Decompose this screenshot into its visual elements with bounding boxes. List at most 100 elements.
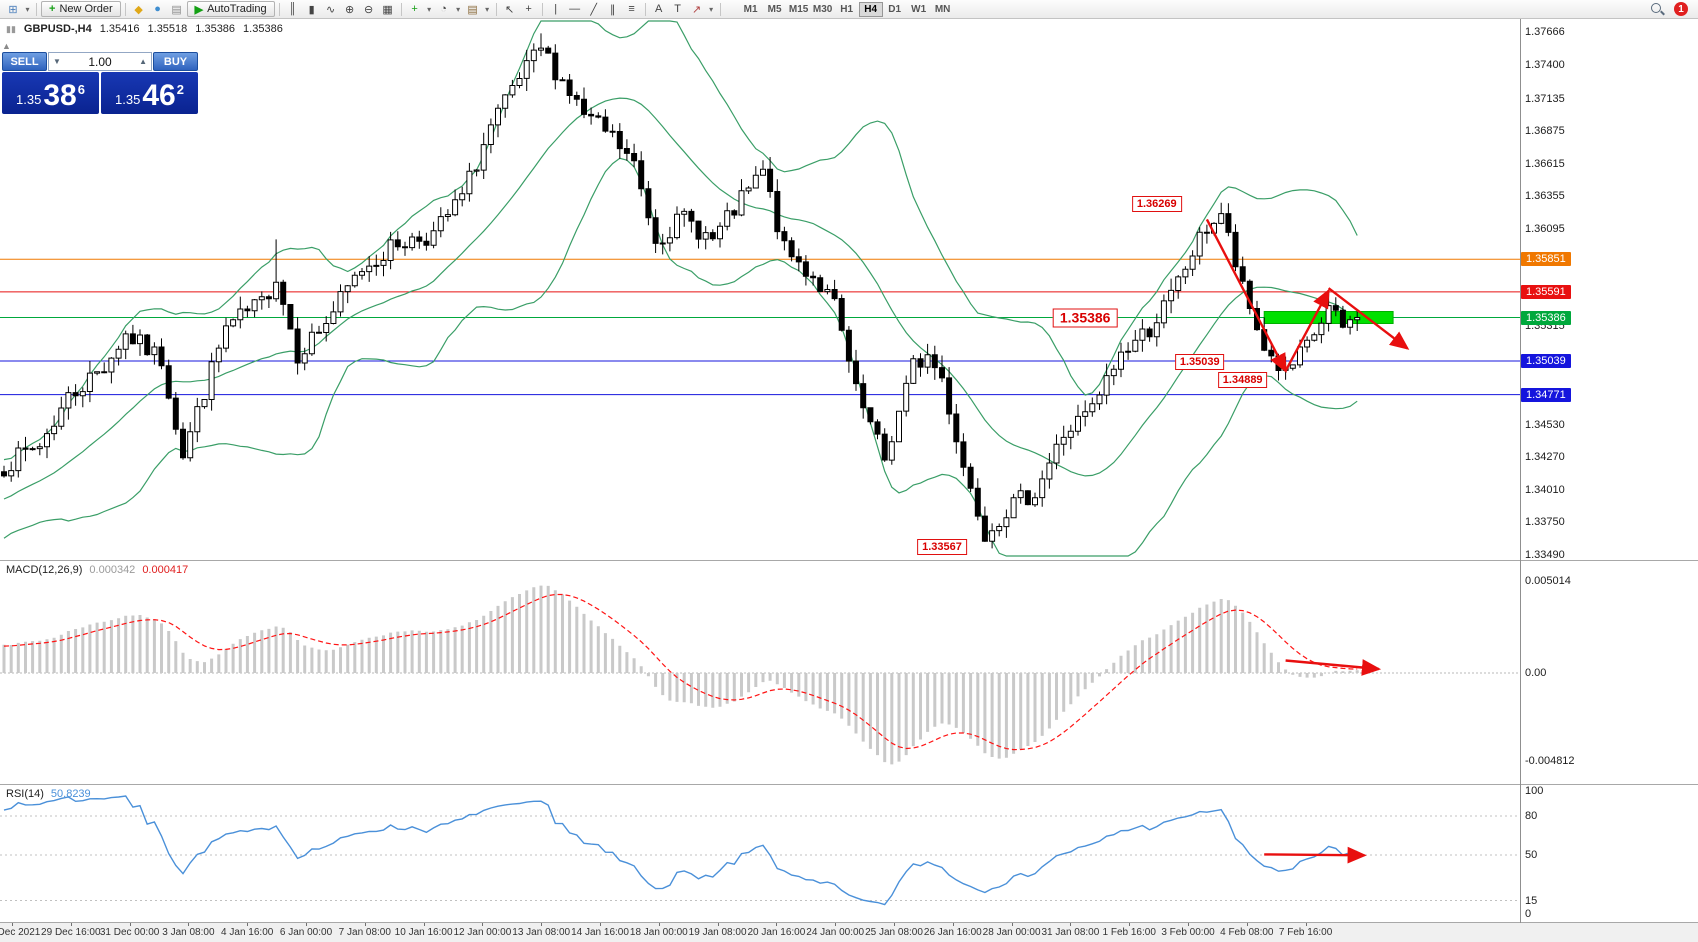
toolbar-separator <box>495 2 497 16</box>
buy-price-display[interactable]: 1.35 46 2 <box>101 72 198 114</box>
autotrading-button-icon: ▶ <box>194 3 204 16</box>
time-axis-tick <box>894 923 895 926</box>
periods-dropdown-icon[interactable]: ▾ <box>456 4 461 14</box>
price-trend-arrow[interactable] <box>1284 288 1330 372</box>
time-label: 6 Jan 00:00 <box>279 927 333 938</box>
chart-icon: ▮▮ <box>6 23 16 34</box>
time-axis[interactable] <box>0 923 1698 942</box>
macd-label: MACD(12,26,9) 0.000342 0.000417 <box>6 564 188 576</box>
volume-value: 1.00 <box>88 54 112 69</box>
macd-rsi-separator[interactable] <box>0 784 1698 785</box>
metaeditor-icon[interactable]: ◆ <box>134 3 143 16</box>
volume-decrease-button[interactable]: ▼ <box>53 57 61 66</box>
timeframe-m5[interactable]: M5 <box>767 3 782 15</box>
chart-macd-separator[interactable] <box>0 560 1698 561</box>
bar-chart-mode-icon[interactable]: ║ <box>288 3 297 15</box>
trade-panel-collapse-button[interactable]: ▲ <box>2 41 11 51</box>
templates-dropdown-icon[interactable]: ▾ <box>485 4 490 14</box>
time-label: 3 Feb 00:00 <box>1161 927 1215 938</box>
autotrading-button[interactable]: ▶ AutoTrading <box>186 1 275 17</box>
macd-name: MACD(12,26,9) <box>6 564 83 576</box>
timeframe-d1[interactable]: D1 <box>888 3 902 15</box>
time-label: 18 Jan 00:00 <box>629 927 688 938</box>
time-axis-tick <box>952 923 954 926</box>
price-annotation-label[interactable]: 1.36269 <box>1131 195 1182 212</box>
toolbar-separator <box>36 2 37 16</box>
notification-badge[interactable]: 1 <box>1674 2 1688 16</box>
market-watch-icon[interactable]: ● <box>154 3 161 15</box>
indicators-icon[interactable]: + <box>411 3 418 15</box>
cursor-icon[interactable]: ↖ <box>505 3 515 16</box>
indicators-dropdown-icon[interactable]: ▾ <box>427 4 432 14</box>
candlestick-mode-icon[interactable]: ▮ <box>308 3 315 16</box>
time-label: 28 Jan 00:00 <box>982 927 1041 938</box>
price-scale-tag: 1.34771 <box>1521 387 1571 402</box>
equidistant-channel-icon[interactable]: ∥ <box>609 3 616 16</box>
price-trend-arrow[interactable] <box>1327 287 1410 350</box>
bull-candles <box>8 47 1361 542</box>
timeframe-h4[interactable]: H4 <box>858 1 883 17</box>
price-trend-arrow[interactable] <box>1205 218 1287 374</box>
macd-signal-line <box>3 593 1358 751</box>
buy-button[interactable]: BUY <box>153 52 198 71</box>
timeframe-m30[interactable]: M30 <box>812 3 833 15</box>
price-scale-tick: 1.33490 <box>1525 549 1565 561</box>
time-axis-tick <box>658 923 660 926</box>
main-toolbar: ⊞ ▾ + New Order ◆ ● ▤ ▶ AutoTrading ║ ▮ ∿ ⊕ ⊖ ▦ + ▾ ◔ ▾ ▤ ▾ ↖… <box>0 0 1698 19</box>
bollinger-lower-band <box>3 157 1358 557</box>
search-icon[interactable] <box>1650 2 1664 16</box>
sell-price-display[interactable]: 1.35 38 6 <box>2 72 99 114</box>
zoom-in-icon[interactable]: ⊕ <box>345 3 355 16</box>
vertical-line-icon[interactable]: | <box>554 3 558 15</box>
time-axis-tick <box>1011 923 1013 926</box>
price-annotation-label[interactable]: 1.35386 <box>1052 308 1118 328</box>
timeframe-h1[interactable]: H1 <box>840 3 854 15</box>
price-annotation-label[interactable]: 1.34889 <box>1217 372 1268 389</box>
toolbar-separator <box>541 2 543 16</box>
volume-increase-button[interactable]: ▲ <box>139 57 147 66</box>
new-order-button-label: New Order <box>59 3 113 15</box>
arrows-tool-icon[interactable]: ↗ <box>692 3 702 16</box>
price-scale-tick: 1.36355 <box>1525 190 1565 203</box>
price-annotation-label[interactable]: 1.35039 <box>1174 354 1225 370</box>
timeframe-w1[interactable]: W1 <box>911 3 927 15</box>
price-scale[interactable]: 1.37666 1.37400 1.37135 1.36875 1.36615 1.363… <box>1520 0 1698 942</box>
new-chart-dropdown-icon[interactable]: ▾ <box>25 4 30 14</box>
line-chart-mode-icon[interactable]: ∿ <box>326 3 336 16</box>
price-scale-tag: 1.35851 <box>1521 252 1571 267</box>
new-chart-icon[interactable]: ⊞ <box>8 3 18 16</box>
horizontal-line-icon[interactable]: — <box>569 3 581 15</box>
time-label: 31 Dec 00:00 <box>99 927 160 938</box>
chart-symbol-info: ▮▮ GBPUSD-,H4 1.35416 1.35518 1.35386 1.… <box>6 23 283 35</box>
rsi-trend-arrow[interactable] <box>1264 846 1367 864</box>
zoom-out-icon[interactable]: ⊖ <box>364 3 374 16</box>
time-axis-tick <box>600 923 601 926</box>
periods-icon[interactable]: ◔ <box>440 3 447 15</box>
new-order-button[interactable]: + New Order <box>41 1 121 17</box>
macd-trend-arrow[interactable] <box>1285 659 1382 676</box>
toolbar-separator <box>124 2 126 16</box>
templates-icon[interactable]: ▤ <box>467 3 478 16</box>
toolbar-separator <box>400 2 402 16</box>
data-window-icon[interactable]: ▤ <box>171 3 182 16</box>
timeframe-m1[interactable]: M1 <box>743 3 758 15</box>
time-label: 24 Jan 00:00 <box>806 927 865 938</box>
rsi-name: RSI(14) <box>6 788 44 800</box>
rsi-value: 50.8239 <box>50 788 91 800</box>
fibonacci-icon[interactable]: ≡ <box>628 3 635 15</box>
tile-windows-icon[interactable]: ▦ <box>382 3 393 16</box>
text-label-icon[interactable]: T <box>674 3 681 15</box>
timeframe-mn[interactable]: MN <box>934 3 951 15</box>
chart-canvas[interactable] <box>0 0 1520 942</box>
timeframe-m15[interactable]: M15 <box>788 3 809 15</box>
time-label: 4 Feb 08:00 <box>1220 927 1274 938</box>
price-annotation-label[interactable]: 1.33567 <box>917 538 967 555</box>
time-label: 14 Jan 16:00 <box>571 927 629 938</box>
arrows-dropdown-icon[interactable]: ▾ <box>709 4 714 14</box>
volume-field[interactable]: ▼ 1.00 ▲ <box>48 52 152 71</box>
sell-button[interactable]: SELL <box>2 52 47 71</box>
trendline-icon[interactable]: ╱ <box>590 3 597 16</box>
crosshair-icon[interactable]: + <box>525 3 532 15</box>
price-scale-tick: 1.34270 <box>1525 451 1565 464</box>
text-icon[interactable]: A <box>654 3 663 15</box>
